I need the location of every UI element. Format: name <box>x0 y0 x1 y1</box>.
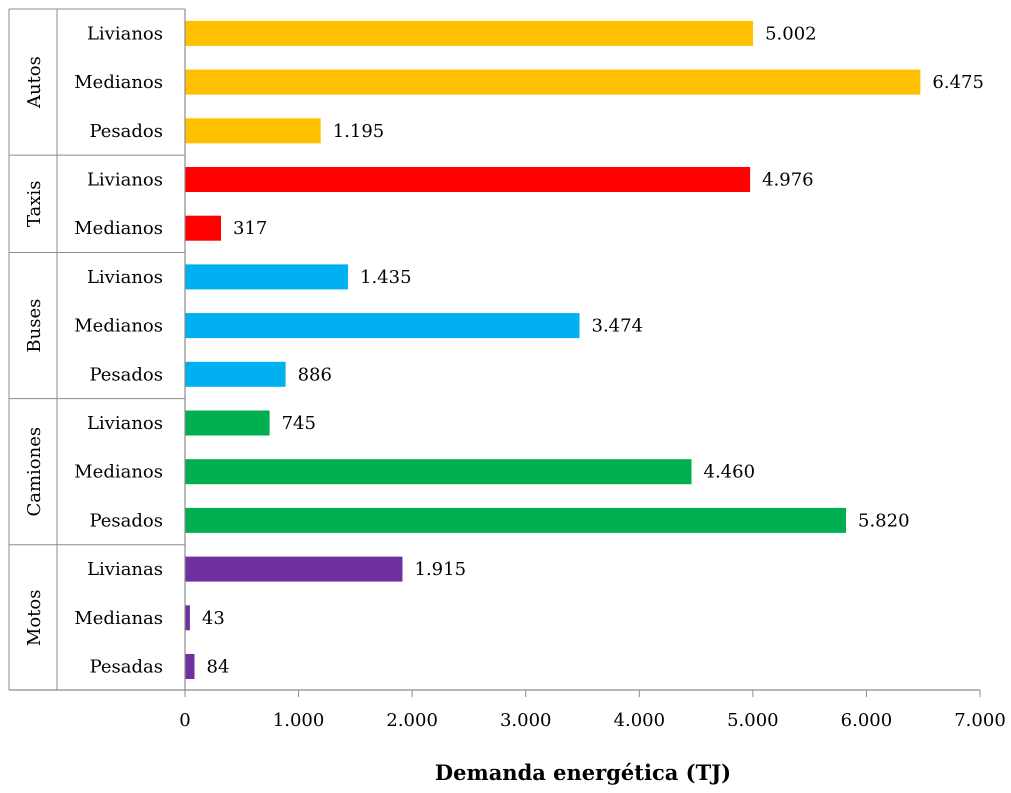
bar-buses-livianos <box>185 264 348 290</box>
data-label: 5.002 <box>765 23 817 44</box>
bar-taxis-medianos <box>185 215 221 241</box>
x-tick-label: 7.000 <box>954 710 1006 731</box>
x-tick-label: 2.000 <box>386 710 438 731</box>
category-label: Pesados <box>89 510 163 531</box>
category-label: Pesados <box>89 364 163 385</box>
category-label: Livianos <box>87 23 163 44</box>
data-label: 43 <box>202 608 225 629</box>
category-label: Medianos <box>74 218 163 239</box>
data-label: 1.435 <box>360 267 412 288</box>
bar-autos-medianos <box>185 69 921 95</box>
bar-buses-pesados <box>185 361 286 387</box>
data-label: 6.475 <box>932 72 984 93</box>
bars-layer <box>185 20 921 679</box>
data-label: 1.915 <box>415 559 467 580</box>
data-label: 5.820 <box>858 510 910 531</box>
data-label: 84 <box>207 657 230 678</box>
bar-camiones-medianos <box>185 459 692 485</box>
data-label: 317 <box>233 218 267 239</box>
bar-camiones-pesados <box>185 507 846 533</box>
axis-layer: 0 1.000 2.000 3.000 4.000 5.000 6.000 7.000 <box>8 8 1006 731</box>
bar-taxis-livianos <box>185 167 751 192</box>
data-label: 745 <box>282 413 316 434</box>
group-label-buses: Buses <box>24 299 45 353</box>
bar-motos-livianas <box>185 556 403 582</box>
data-label: 1.195 <box>333 121 385 142</box>
category-label: Medianas <box>74 608 163 629</box>
x-tick-label: 6.000 <box>841 710 893 731</box>
group-label-camiones: Camiones <box>24 427 45 517</box>
category-label: Medianos <box>74 72 163 93</box>
bar-camiones-livianos <box>185 410 270 436</box>
category-label: Medianos <box>74 316 163 337</box>
category-label: Livianos <box>87 267 163 288</box>
group-label-autos: Autos <box>24 56 45 109</box>
category-label: Livianos <box>87 413 163 434</box>
category-label: Livianos <box>87 170 163 191</box>
data-label: 4.460 <box>704 462 756 483</box>
x-tick-label: 3.000 <box>500 710 552 731</box>
data-label: 3.474 <box>592 316 644 337</box>
x-tick-label: 5.000 <box>727 710 779 731</box>
group-label-taxis: Taxis <box>24 181 45 228</box>
bar-autos-pesados <box>185 118 321 144</box>
data-label: 4.976 <box>762 170 814 191</box>
x-axis-title: Demanda energética (TJ) <box>435 760 731 785</box>
x-tick-label: 1.000 <box>273 710 325 731</box>
category-label: Pesadas <box>90 657 163 678</box>
labels-layer: 5.002 Livianos 6.475 Medianos 1.195 Pesados Au… <box>24 23 984 677</box>
category-label: Medianos <box>74 462 163 483</box>
bar-motos-medianas <box>185 605 190 631</box>
x-tick-label: 0 <box>179 710 190 731</box>
data-label: 886 <box>298 364 332 385</box>
bar-autos-livianos <box>185 20 754 46</box>
category-label: Livianas <box>87 559 163 580</box>
category-label: Pesados <box>89 121 163 142</box>
bar-buses-medianos <box>185 313 580 339</box>
bar-motos-pesadas <box>185 654 195 679</box>
group-label-motos: Motos <box>24 590 45 647</box>
x-tick-label: 4.000 <box>614 710 666 731</box>
